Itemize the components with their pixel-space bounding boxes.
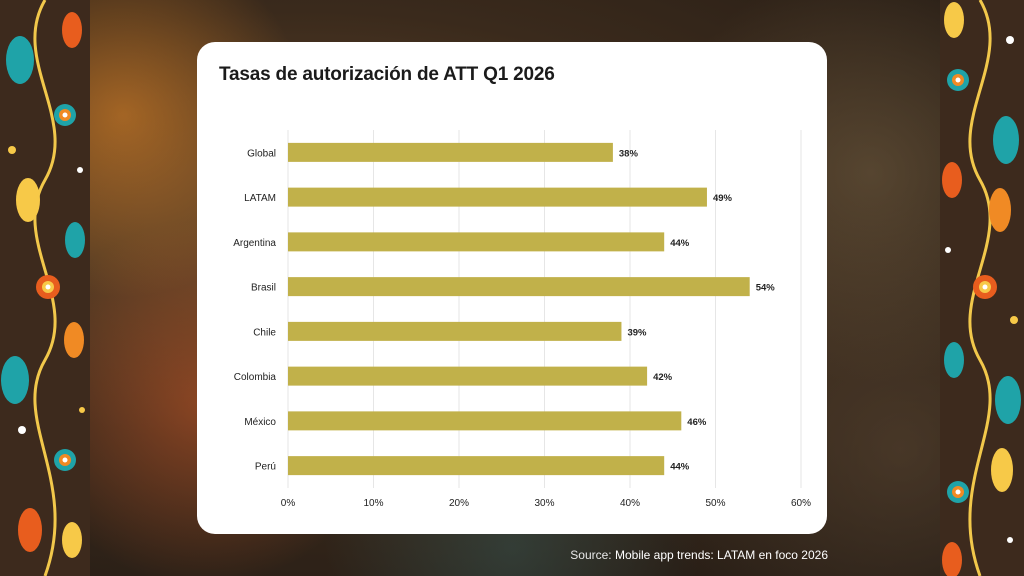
value-label: 49%	[713, 193, 733, 204]
bar	[288, 456, 665, 476]
bar-chart: 0% 10% 20% 30% 40% 50% 60% Global 38% LATAM 49% Arg…	[233, 130, 811, 509]
category-label: México	[244, 417, 276, 428]
bar	[288, 187, 707, 207]
x-tick-label: 50%	[705, 498, 725, 509]
source-label: Source:	[570, 548, 612, 562]
chart-card: Tasas de autorización de ATT Q1 2026 0% 1…	[197, 42, 827, 534]
x-tick-label: 30%	[534, 498, 554, 509]
x-tick-label: 20%	[449, 498, 469, 509]
bar	[288, 277, 750, 297]
value-label: 38%	[619, 148, 639, 159]
x-tick-label: 40%	[620, 498, 640, 509]
category-label: LATAM	[244, 193, 276, 204]
x-tick-label: 0%	[281, 498, 296, 509]
value-label: 44%	[670, 238, 690, 249]
decorative-right-border	[940, 0, 1024, 576]
bar	[288, 142, 613, 162]
category-label: Argentina	[233, 238, 276, 249]
decorative-left-border	[0, 0, 90, 576]
value-label: 44%	[670, 462, 690, 473]
category-label: Chile	[253, 327, 276, 338]
category-label: Colombia	[234, 372, 277, 383]
bar	[288, 366, 648, 386]
value-label: 42%	[653, 372, 673, 383]
category-label: Perú	[255, 462, 276, 473]
bar	[288, 321, 622, 341]
bar	[288, 411, 682, 431]
value-label: 54%	[756, 283, 776, 294]
x-tick-label: 60%	[791, 498, 811, 509]
category-label: Global	[247, 148, 276, 159]
x-tick-label: 10%	[363, 498, 383, 509]
source-note: Source: Mobile app trends: LATAM en foco…	[570, 548, 828, 562]
category-label: Brasil	[251, 283, 276, 294]
bar	[288, 232, 665, 252]
source-name: Mobile app trends: LATAM en foco 2026	[614, 548, 828, 562]
chart-title: Tasas de autorización de ATT Q1 2026	[219, 64, 555, 85]
value-label: 39%	[627, 327, 647, 338]
value-label: 46%	[687, 417, 707, 428]
